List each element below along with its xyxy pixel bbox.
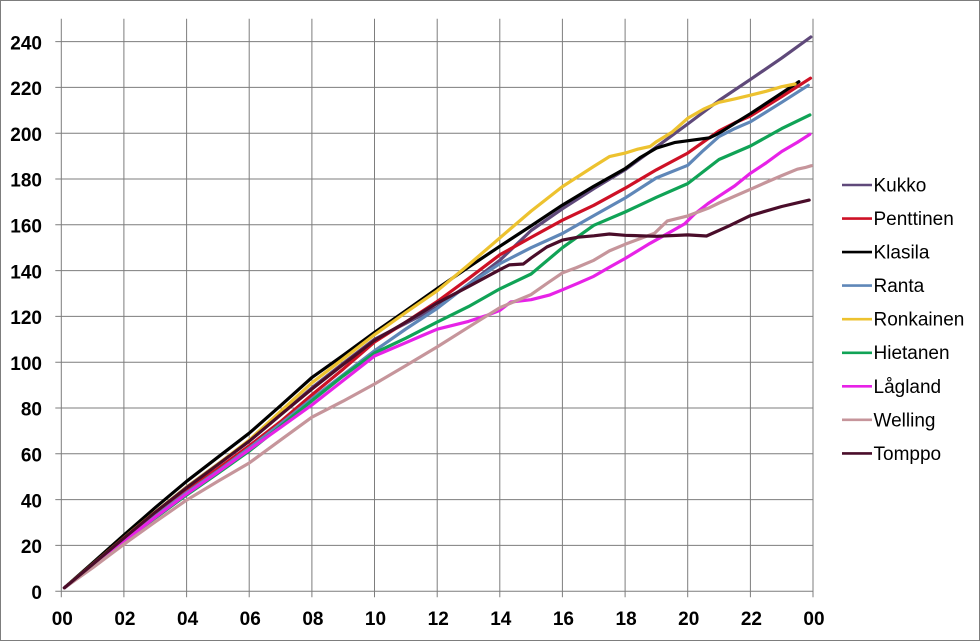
svg-text:Hietanen: Hietanen	[874, 343, 950, 364]
svg-text:16: 16	[553, 609, 574, 630]
svg-text:60: 60	[21, 446, 42, 467]
svg-text:0: 0	[31, 583, 42, 604]
svg-text:20: 20	[678, 609, 699, 630]
svg-text:Penttinen: Penttinen	[874, 209, 954, 230]
svg-text:00: 00	[803, 609, 824, 630]
svg-text:100: 100	[10, 354, 42, 375]
svg-text:Kukko: Kukko	[874, 176, 927, 197]
svg-text:14: 14	[490, 609, 512, 630]
svg-text:00: 00	[52, 609, 73, 630]
svg-text:Welling: Welling	[874, 410, 936, 431]
svg-text:140: 140	[10, 262, 42, 283]
svg-text:160: 160	[10, 217, 42, 238]
svg-text:120: 120	[10, 308, 42, 329]
svg-text:40: 40	[21, 491, 42, 512]
svg-text:Ranta: Ranta	[874, 276, 925, 297]
svg-text:02: 02	[114, 609, 135, 630]
svg-text:20: 20	[21, 537, 42, 558]
svg-text:18: 18	[616, 609, 637, 630]
svg-text:Klasila: Klasila	[874, 243, 930, 264]
svg-text:04: 04	[177, 609, 199, 630]
svg-text:10: 10	[365, 609, 386, 630]
svg-text:180: 180	[10, 171, 42, 192]
svg-text:22: 22	[741, 609, 762, 630]
svg-text:Tomppo: Tomppo	[874, 444, 942, 465]
svg-text:12: 12	[428, 609, 449, 630]
svg-text:06: 06	[240, 609, 261, 630]
svg-text:240: 240	[10, 33, 42, 54]
svg-text:08: 08	[302, 609, 323, 630]
svg-text:Ronkainen: Ronkainen	[874, 310, 965, 331]
svg-text:220: 220	[10, 79, 42, 100]
svg-text:80: 80	[21, 400, 42, 421]
svg-text:Lågland: Lågland	[874, 377, 942, 398]
svg-text:200: 200	[10, 125, 42, 146]
